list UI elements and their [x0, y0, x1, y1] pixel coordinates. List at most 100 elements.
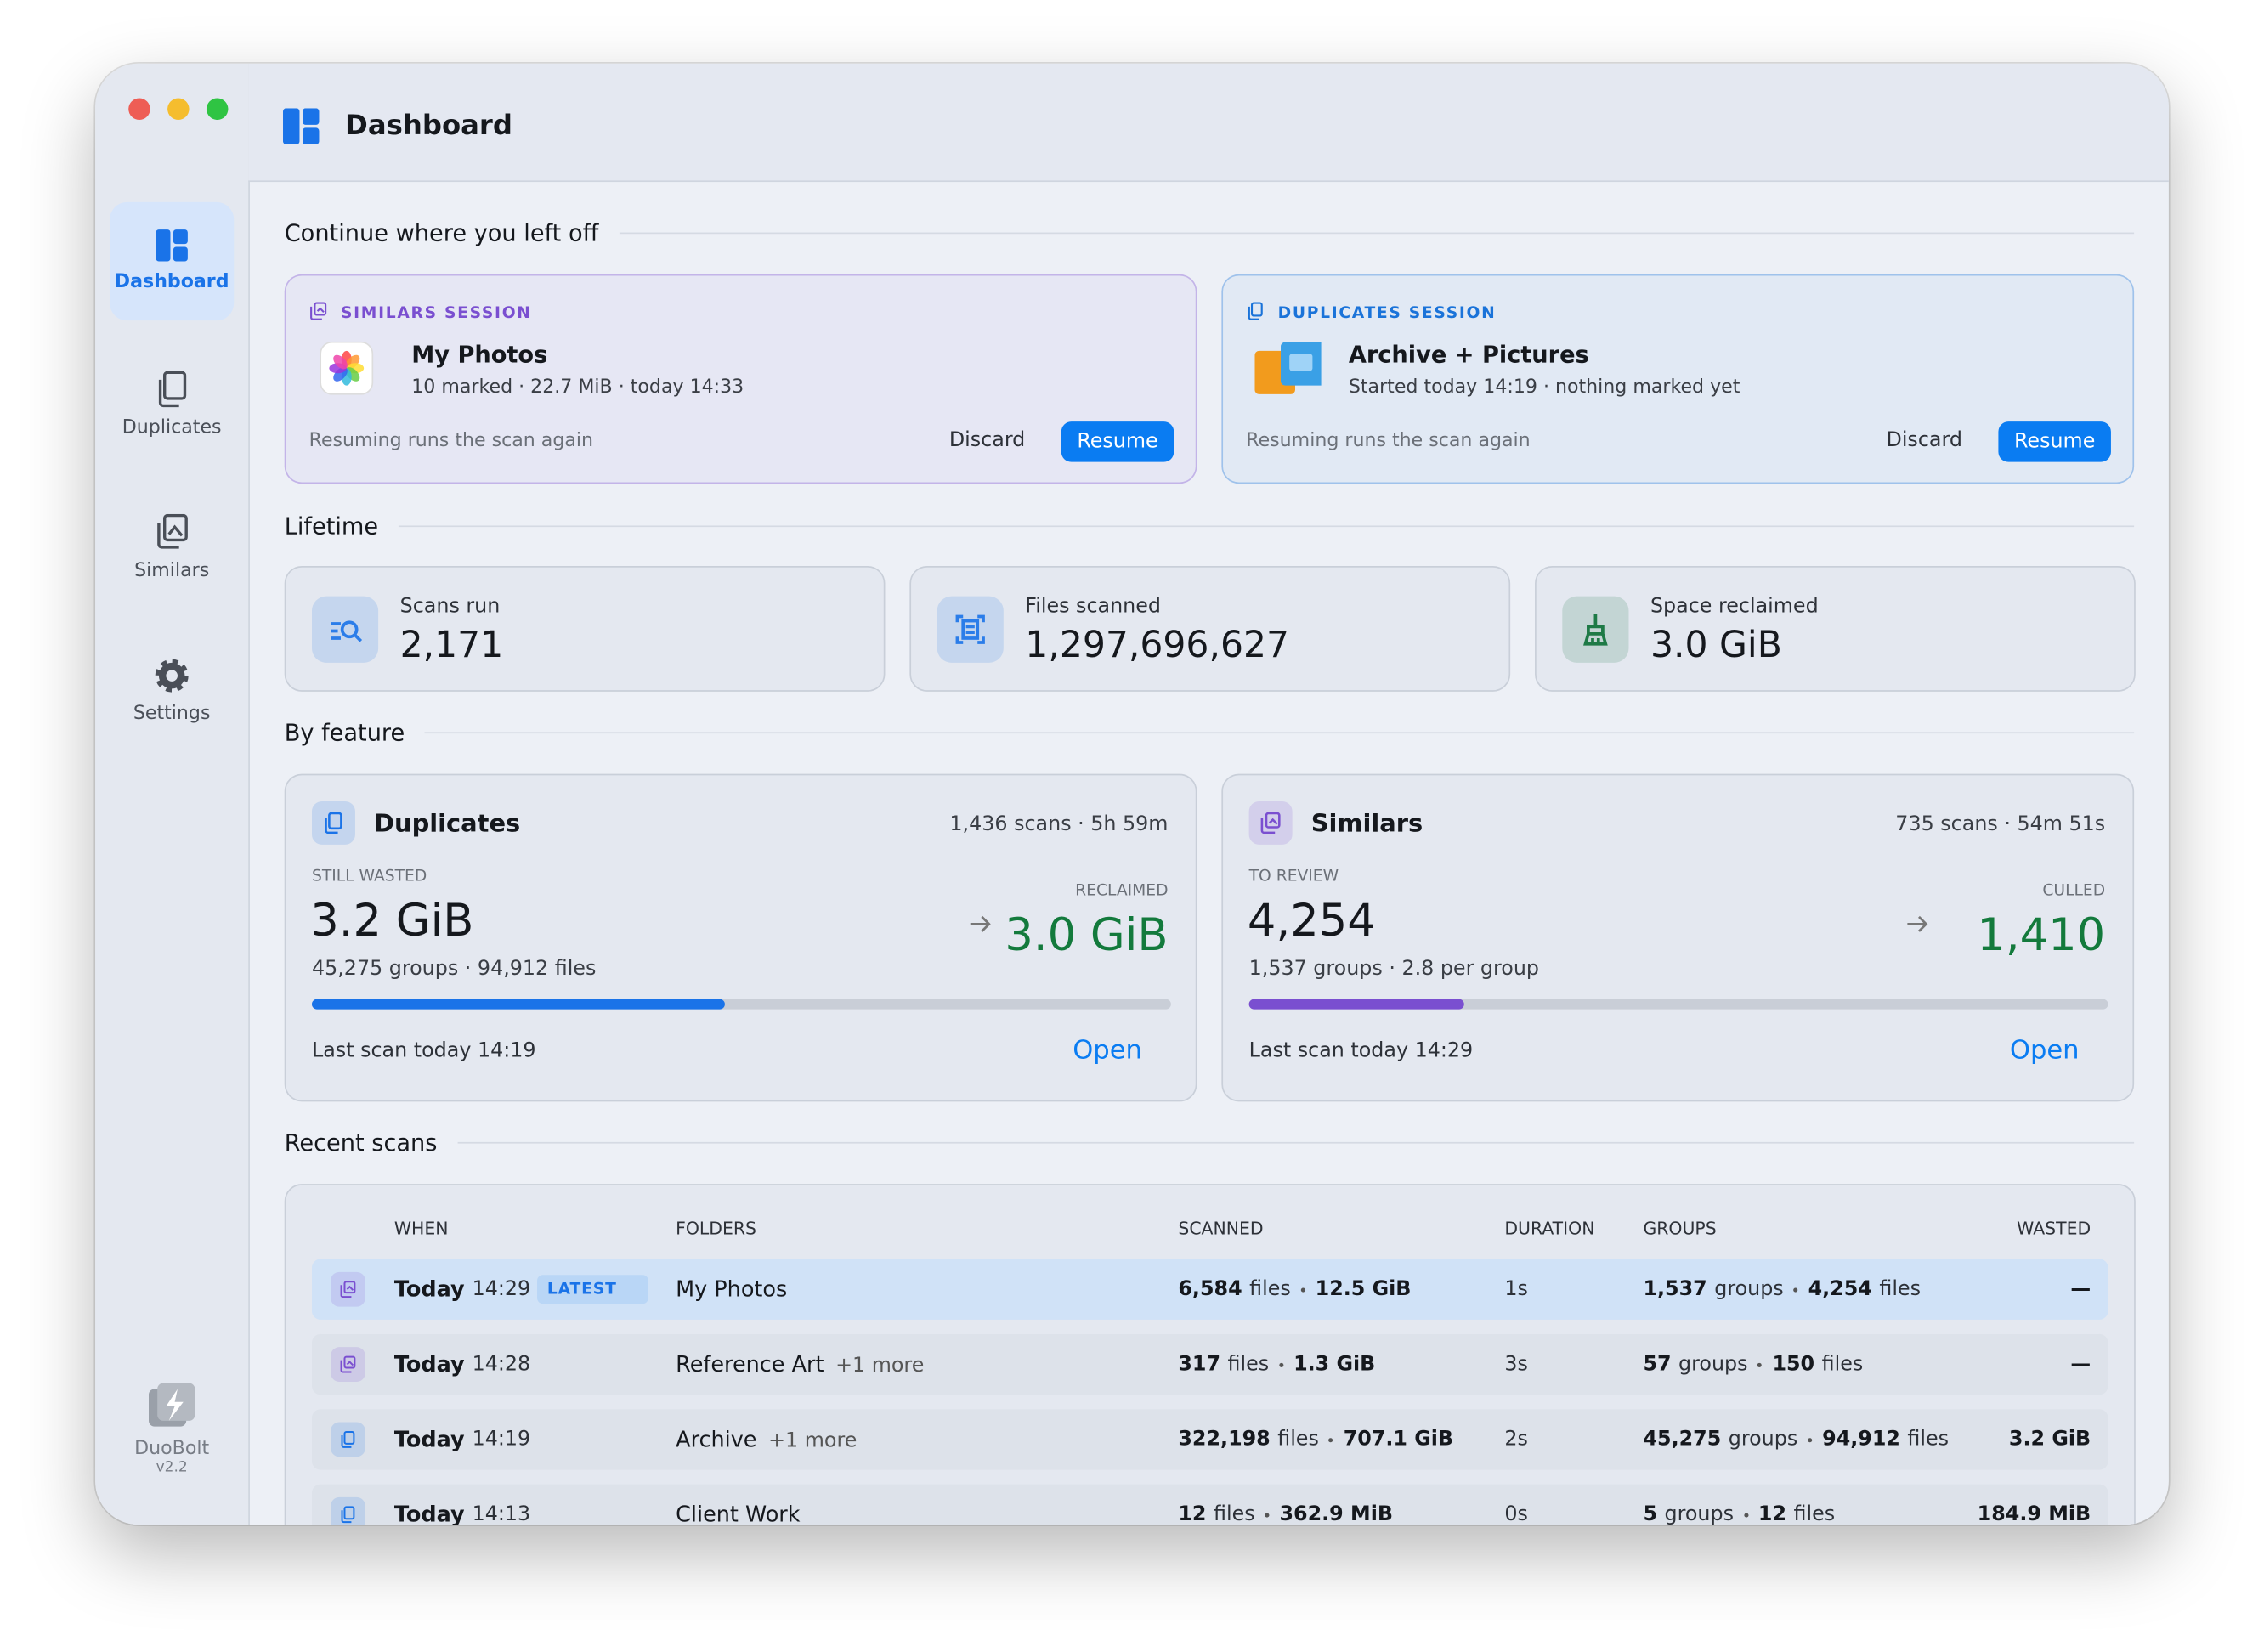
last-scan: Last scan today 14:19 [311, 1039, 536, 1063]
stat-value: 2,171 [399, 623, 504, 666]
arrow [1905, 911, 1931, 937]
resume-button[interactable]: Resume [1061, 421, 1174, 462]
session-detail: Started today 14:19 · nothing marked yet [1348, 376, 1740, 399]
column-header: GROUPS [1643, 1218, 1717, 1239]
group-files-unit: files [1821, 1352, 1864, 1377]
discard-button[interactable]: Discard [1886, 428, 1962, 452]
scanned-count: 317 [1178, 1352, 1221, 1377]
feature-icon [311, 801, 355, 845]
section-heading: Lifetime [285, 511, 2135, 540]
session-kind: DUPLICATES SESSION [1277, 303, 1497, 322]
folder-more: +1 more [835, 1354, 925, 1378]
scan-row: Today 14:19 Archive +1 more 322,198 files 707.… [311, 1409, 2108, 1470]
stat-icon [311, 596, 379, 663]
stat-card: Scans run 2,171 [284, 566, 886, 692]
row-icon [331, 1347, 365, 1382]
folder-more: +1 more [768, 1429, 857, 1453]
row-folder: Client Work [676, 1504, 800, 1525]
stat-card: Space reclaimed 3.0 GiB [1535, 566, 2136, 692]
group-count: 5 [1643, 1502, 1658, 1525]
row-duration: 0s [1504, 1502, 1528, 1525]
section-heading: By feature [285, 717, 2135, 746]
stat-value: 1,297,696,627 [1025, 623, 1290, 666]
group-unit: groups [1678, 1352, 1748, 1377]
nav-duplicates[interactable]: Duplicates [110, 345, 234, 463]
primary-value: 3.2 GiB [310, 895, 474, 948]
separator [1300, 1287, 1305, 1292]
row-groups: 5 groups 12 files [1643, 1504, 1835, 1525]
group-unit: groups [1728, 1428, 1798, 1451]
scans-table: WHEN FOLDERS SCANNED DURATION GROUPS WASTED To… [284, 1184, 2136, 1525]
folder-name: Reference Art [676, 1351, 824, 1378]
column-header: WHEN [393, 1218, 449, 1239]
row-folder: Reference Art +1 more [676, 1354, 925, 1378]
row-time: 14:19 [472, 1428, 531, 1451]
row-icon [331, 1496, 365, 1525]
primary-label: STILL WASTED [311, 866, 427, 885]
row-day: Today [393, 1501, 465, 1525]
separator [1743, 1512, 1749, 1517]
scanned-unit: files [1277, 1428, 1319, 1451]
feature-meta: 1,436 scans · 5h 59m [949, 812, 1169, 836]
last-scan: Last scan today 14:29 [1248, 1039, 1474, 1063]
nav-similars[interactable]: Similars [110, 488, 234, 606]
stat-card: Files scanned 1,297,696,627 [909, 566, 1511, 692]
session-icon [1254, 339, 1330, 397]
zoom[interactable] [206, 98, 229, 121]
scanned-unit: files [1227, 1352, 1270, 1377]
row-scanned: 317 files 1.3 GiB [1178, 1355, 1375, 1375]
scan-row: Today 14:13 Client Work 12 files 362.9 MiB 0s 5… [311, 1484, 2108, 1525]
row-scanned: 6,584 files 12.5 GiB [1178, 1279, 1411, 1299]
app-badge: DuoBolt v2.2 [95, 1380, 248, 1475]
icon [338, 1429, 359, 1450]
scanned-size: 362.9 MiB [1279, 1502, 1393, 1525]
nav-settings[interactable]: Settings [110, 631, 234, 749]
stat-icon [937, 596, 1004, 663]
progress-track [1248, 999, 2108, 1010]
group-files-unit: files [1793, 1502, 1836, 1525]
row-time: 14:13 [472, 1502, 531, 1525]
row-wasted: — [2070, 1277, 2091, 1301]
progress-fill [311, 999, 725, 1010]
scan-row: Today 14:28 Reference Art +1 more 317 files 1.… [311, 1333, 2108, 1395]
row-duration: 1s [1504, 1277, 1528, 1301]
stat-label: Scans run [399, 594, 501, 619]
nav-label: Duplicates [122, 417, 222, 439]
group-unit: groups [1664, 1502, 1735, 1525]
open-link[interactable]: Open [2009, 1035, 2080, 1066]
column-header: WASTED [2017, 1218, 2091, 1239]
icon [320, 810, 347, 836]
separator [1808, 1437, 1813, 1442]
session-title: My Photos [411, 340, 548, 369]
row-time: 14:28 [472, 1352, 531, 1377]
secondary-value: 1,410 [1977, 909, 2106, 962]
open-link[interactable]: Open [1073, 1035, 1142, 1066]
progress-fill [1248, 999, 1464, 1010]
session-icon [318, 339, 384, 397]
separator [1279, 1362, 1284, 1367]
minimize[interactable] [167, 98, 190, 121]
nav-label: Similars [134, 560, 210, 582]
group-files-unit: files [1879, 1277, 1921, 1301]
row-day: Today [393, 1351, 465, 1378]
discard-button[interactable]: Discard [948, 428, 1026, 452]
secondary-value: 3.0 GiB [1005, 909, 1169, 962]
column-header: SCANNED [1178, 1218, 1264, 1239]
row-icon [331, 1422, 365, 1457]
resume-button[interactable]: Resume [1998, 421, 2111, 462]
scanned-size: 12.5 GiB [1315, 1277, 1412, 1301]
close[interactable] [128, 98, 150, 121]
row-day: Today [393, 1426, 465, 1453]
folder-name: Client Work [676, 1501, 801, 1525]
icon [338, 1504, 359, 1525]
feature-icon [1248, 801, 1293, 845]
row-badge: LATEST [537, 1275, 648, 1304]
stat-label: Space reclaimed [1650, 594, 1819, 619]
row-wasted: 184.9 MiB [1977, 1502, 2091, 1525]
nav-dashboard[interactable]: Dashboard [110, 201, 235, 321]
scanned-size: 1.3 GiB [1293, 1352, 1376, 1377]
column-header: DURATION [1504, 1218, 1595, 1239]
scanned-count: 12 [1178, 1502, 1207, 1525]
group-files: 4,254 [1808, 1277, 1872, 1301]
